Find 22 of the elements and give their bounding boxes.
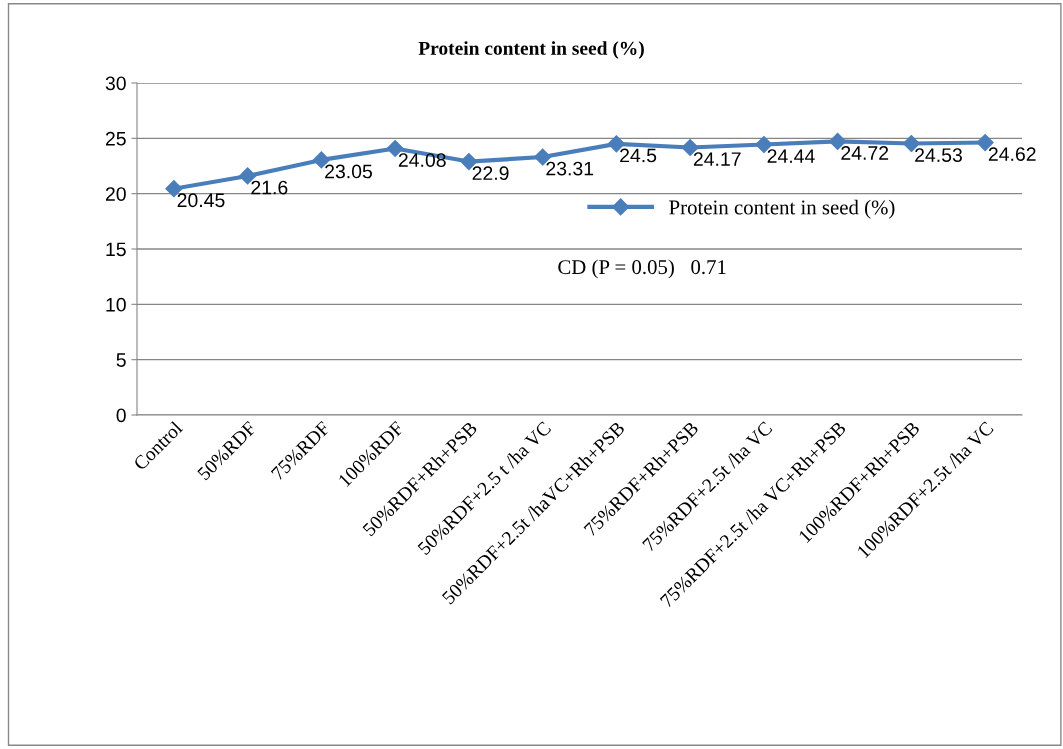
data-label: 20.45: [177, 193, 225, 208]
chart-title: Protein content in seed (%): [418, 41, 644, 59]
data-label: 24.53: [915, 148, 962, 162]
data-label: 24.17: [693, 152, 741, 166]
annotation: CD (P = 0.05) 0.71: [558, 259, 726, 279]
data-label: 24.5: [620, 148, 657, 163]
y-tick-label: 5: [116, 353, 126, 367]
data-label: 21.6: [251, 180, 288, 195]
y-tick-label: 10: [106, 297, 126, 312]
data-label: 24.72: [841, 146, 889, 160]
data-label: 22.9: [472, 166, 509, 181]
y-tick-label: 20: [105, 187, 126, 201]
data-label: 23.31: [546, 161, 594, 176]
data-label: 24.08: [398, 153, 446, 167]
data-label: 23.05: [325, 164, 372, 179]
y-tick-label: 0: [116, 408, 126, 423]
y-tick-label: 15: [106, 242, 126, 257]
data-label: 24.62: [988, 147, 1036, 161]
data-label: 24.44: [767, 149, 815, 163]
legend-label: Protein content in seed (%): [669, 199, 895, 219]
y-tick-label: 25: [105, 131, 126, 146]
y-tick-label: 30: [105, 76, 126, 91]
